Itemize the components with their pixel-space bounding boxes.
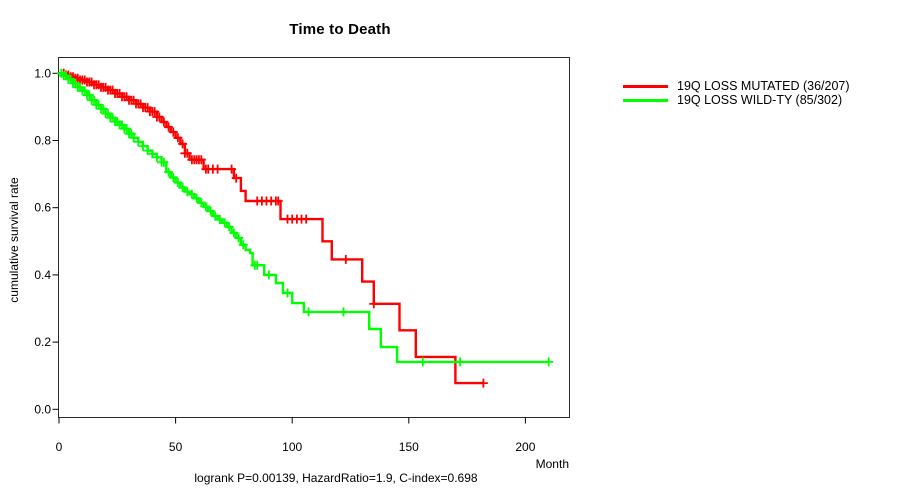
y-tick-label: 0.2	[34, 335, 51, 349]
y-tick-label: 0.6	[34, 201, 51, 215]
x-tick-label: 100	[282, 440, 302, 454]
y-tick-label: 0.8	[34, 134, 51, 148]
y-tick-label: 0.0	[34, 402, 51, 416]
censor-marks-1	[56, 68, 554, 367]
x-tick-label: 150	[399, 440, 419, 454]
survival-curve-1	[59, 72, 549, 364]
survival-curve-0	[59, 72, 484, 385]
legend-label-wildtype: 19Q LOSS WILD-TY (85/302)	[677, 93, 843, 107]
chart-title: Time to Death	[289, 21, 391, 38]
stats-annotation: logrank P=0.00139, HazardRatio=1.9, C-in…	[194, 471, 478, 485]
x-tick-label: 200	[515, 440, 535, 454]
legend-line-red	[623, 84, 668, 88]
legend-line-green	[623, 98, 668, 102]
legend-label-mutated: 19Q LOSS MUTATED (36/207)	[677, 79, 850, 93]
y-tick-label: 0.4	[34, 268, 51, 282]
legend-item-mutated: 19Q LOSS MUTATED (36/207)	[623, 79, 850, 93]
plot-box	[58, 57, 570, 418]
x-tick-label: 0	[56, 440, 63, 454]
legend-item-wildtype: 19Q LOSS WILD-TY (85/302)	[623, 93, 850, 107]
x-axis-title: Month	[535, 457, 569, 471]
x-tick-label: 50	[169, 440, 183, 454]
censor-marks-0	[59, 68, 488, 388]
y-axis-label: cumulative survival rate	[7, 177, 21, 303]
y-tick-label: 1.0	[34, 66, 51, 80]
legend: 19Q LOSS MUTATED (36/207) 19Q LOSS WILD-…	[623, 79, 850, 107]
